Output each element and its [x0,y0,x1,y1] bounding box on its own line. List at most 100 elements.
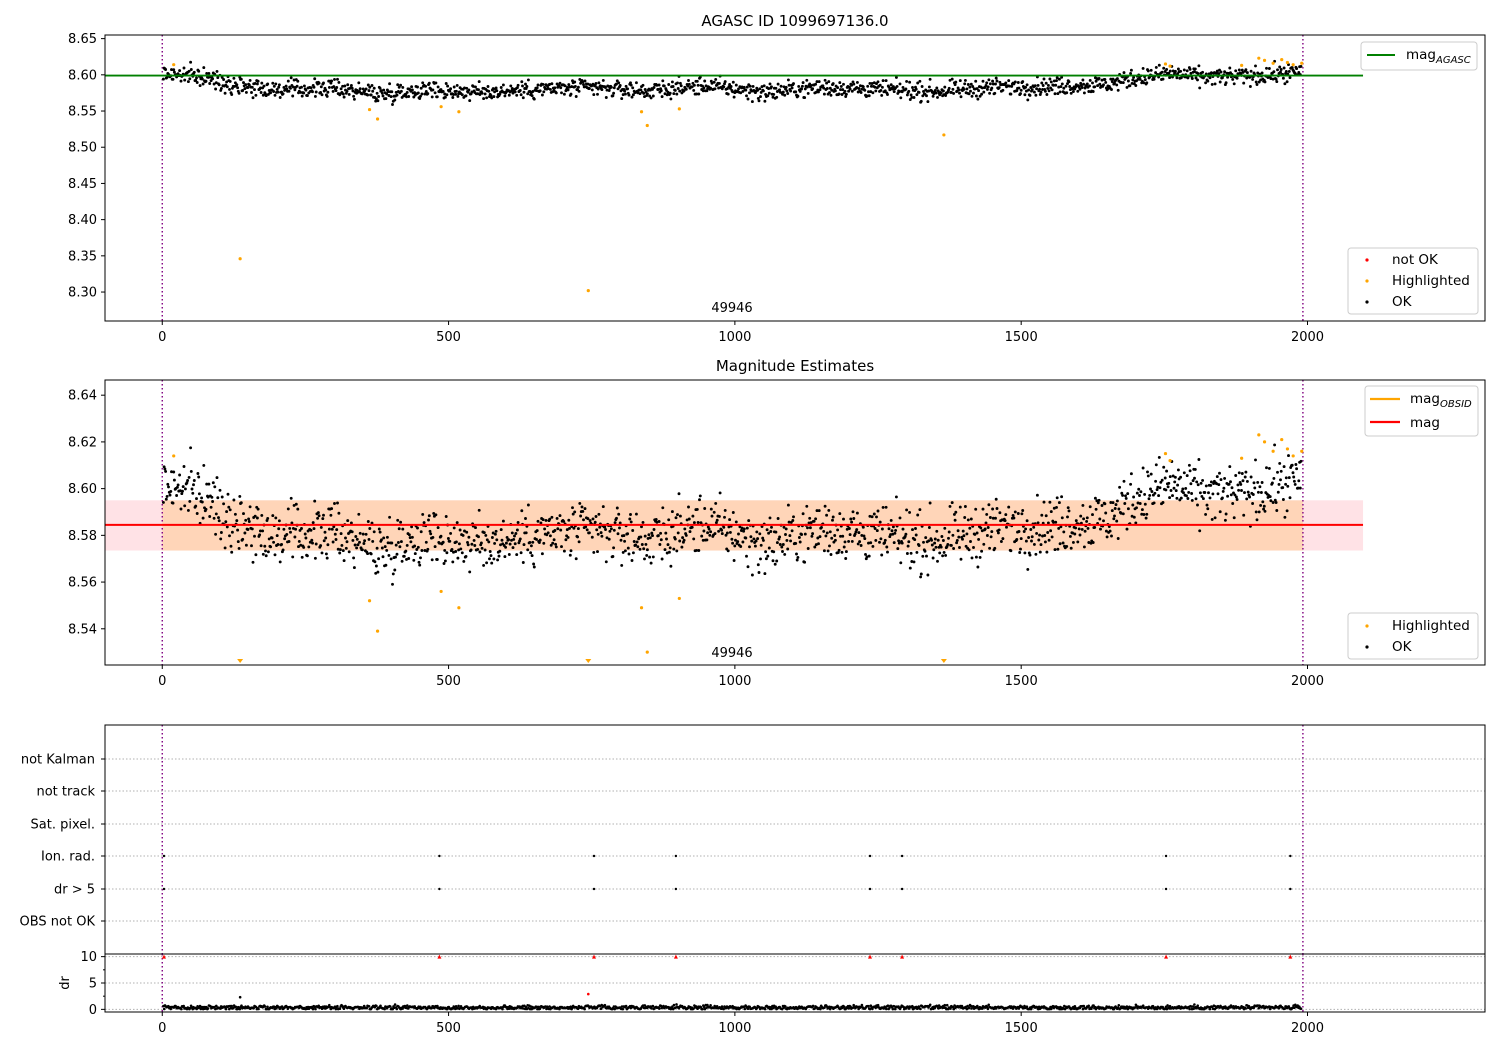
panel2-ok-point [296,507,300,511]
panel2-ok-point [228,508,232,512]
panel2-ok-point [1028,553,1032,557]
panel1-ok-point [1129,72,1133,75]
panel2-ok-point [1243,491,1246,495]
panel1-ok-point [1285,80,1289,84]
panel1-ok-point [1265,66,1268,70]
panel2-ok-point [666,543,670,547]
panel2-ok-point [1007,505,1011,509]
panel2-ok-point [905,508,909,512]
panel1-ok-point [434,81,438,85]
panel2-ok-point [542,541,546,545]
panel2-ok-point [247,517,251,521]
dr-point [342,1007,346,1010]
panel2-ok-point [658,543,662,546]
panel1-ok-point [868,81,872,85]
panel2-ok-point [1293,482,1297,486]
panel2-ok-point [987,503,991,507]
panel1-ok-point [645,92,649,96]
panel1-highlighted-point [639,110,644,114]
panel2-ok-point [224,520,228,524]
panel2-ok-point [963,516,967,519]
highlighted-legend-marker-2 [1365,624,1369,628]
panel1-ok-point [1033,84,1037,88]
panel2-ok-point [663,548,667,552]
panel2-ok-point [191,491,195,495]
panel1-ok-point [474,85,477,89]
panel2-ok-point [374,564,378,568]
panel2-ok-point [747,519,751,523]
panel2-ok-point [665,551,669,555]
panel2-ok-point [1184,486,1188,490]
panel1-ok-point [879,88,883,92]
panel2-ok-point [891,532,895,536]
panel1-ok-point [582,83,585,86]
panel1-ok-point [668,91,672,95]
panel2-ok-point [562,549,566,553]
panel2-ok-point [230,550,234,554]
panel1-ok-point [737,87,740,91]
panel2-ok-point [678,539,682,543]
panel2-ok-point [499,528,503,532]
panel1-ok-point [1045,93,1049,96]
panel1-ok-point [618,84,622,87]
panel2-ok-point [651,534,654,538]
panel2-ok-point [956,529,960,533]
panel2-ok-point [1015,538,1019,541]
panel2-ok-point [677,492,681,496]
panel1-ok-point [278,96,282,99]
not-ok-legend-marker [1365,258,1369,262]
panel4-ytick-label: 5 [89,977,97,992]
dr-point [613,1007,616,1011]
panel1-ok-point [883,89,887,93]
panel1-ok-point [829,93,833,97]
panel2-ok-point [881,505,885,509]
panel2-ok-point [613,521,617,525]
panel2-ok-point [1160,478,1164,482]
panel2-ok-point [1236,483,1240,487]
panel2-ok-point [1102,519,1105,523]
panel2-ok-point [1078,533,1082,537]
panel1-ok-point [1235,76,1239,80]
panel2-ok-point [166,482,170,486]
panel1-ok-point [598,84,602,88]
panel1-ok-point [783,93,787,97]
panel2-ok-point [522,543,526,547]
panel1-ok-point [678,81,682,85]
panel1-ok-point [1081,78,1085,82]
panel2-ok-point [1111,501,1115,505]
panel2-ok-point [338,551,342,555]
panel2-ok-point [766,554,770,558]
panel1-ok-point [594,81,598,85]
panel2-ok-point [344,536,347,540]
panel1-ok-point [1094,79,1098,83]
panel2-ok-point [880,527,884,531]
panel2-ok-point [786,547,790,551]
panel1-ok-point [1201,70,1205,74]
panel1-ok-point [925,94,928,98]
panel2-ok-point [1067,509,1071,513]
panel2-ok-point [1091,513,1094,517]
panel2-ok-point [452,526,456,530]
panel1-ok-point [363,89,367,93]
panel2-ok-point [836,528,840,532]
panel2-ok-point [982,542,986,546]
panel1-ok-point [341,92,345,96]
panel2-ok-point [250,544,253,548]
panel2-ok-point [1138,494,1141,497]
panel2-ok-point [1222,486,1226,490]
dr-capped-marker [592,954,597,959]
panel2-ok-point [1085,519,1089,523]
panel1-ok-point [1276,68,1279,72]
panel2-ytick-label: 8.56 [68,576,97,591]
panel2-ok-point [696,521,700,524]
panel1-ok-point [750,89,754,93]
panel1-ok-point [197,69,201,73]
panel1-ok-point [1076,89,1080,93]
panel2-ok-point [1088,505,1092,509]
panel1-ok-point [388,82,392,86]
panel1-ok-point [494,86,498,90]
dr-point [722,1007,725,1011]
panel2-ok-point [410,525,414,529]
panel2-ok-point [197,475,201,479]
panel1-ok-point [641,83,645,87]
